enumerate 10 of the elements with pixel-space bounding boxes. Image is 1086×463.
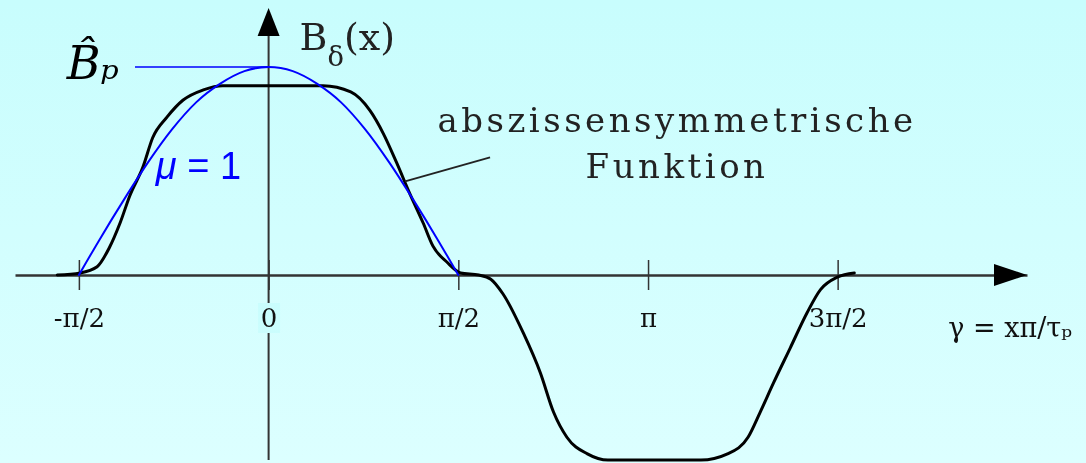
ref-line-label: B̂ₚ — [65, 35, 119, 90]
x-tick-label: π — [640, 303, 658, 333]
y-axis-title: B$_{δ}$(x) — [299, 15, 396, 72]
annotation: abszissensymmetrische Funktion — [437, 100, 917, 187]
x-tick-label: π/2 — [437, 303, 481, 333]
x-tick-label: 0 — [260, 303, 278, 333]
series-label: μ = 1 — [154, 144, 242, 187]
x-axis-title: γ = xπ/τₚ — [948, 312, 1073, 343]
x-tick-label: 3π/2 — [808, 303, 868, 333]
x-tick-label: -π/2 — [53, 303, 105, 333]
